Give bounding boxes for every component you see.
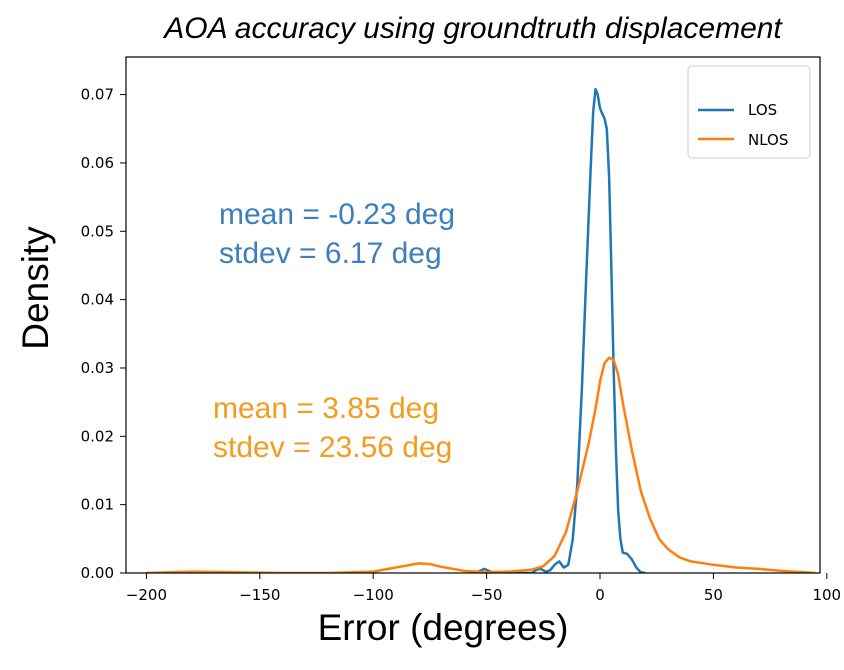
legend-label-nlos: NLOS (748, 131, 788, 149)
series-line-nlos (146, 356, 816, 573)
y-tick-label: 0.04 (81, 291, 114, 309)
series-line-los (474, 87, 646, 573)
y-tick-label: 0.05 (81, 222, 114, 240)
x-tick-label: 50 (704, 586, 723, 604)
x-tick-label: −200 (126, 586, 167, 604)
x-tick-label: −150 (239, 586, 280, 604)
legend: LOS NLOS (687, 65, 811, 159)
annotation-nlos-mean: mean = 3.85 deg (213, 392, 439, 425)
y-tick-label: 0.07 (81, 86, 114, 104)
y-axis: 0.00 0.01 0.02 0.03 0.04 0.05 0.06 0.07 (81, 86, 126, 582)
y-tick-label: 0.01 (81, 496, 114, 514)
x-axis: −200 −150 −100 −50 0 50 100 (126, 573, 841, 604)
y-tick-label: 0.03 (81, 359, 114, 377)
y-tick-label: 0.02 (81, 427, 114, 445)
chart-title: AOA accuracy using groundtruth displacem… (162, 12, 783, 45)
plot-frame (125, 56, 821, 574)
x-axis-label: Error (degrees) (318, 607, 569, 648)
stats-annotations: mean = -0.23 deg stdev = 6.17 deg mean = 3… (213, 198, 455, 464)
annotation-los-mean: mean = -0.23 deg (219, 198, 455, 231)
y-tick-label: 0.06 (81, 154, 114, 172)
x-tick-label: −100 (353, 586, 394, 604)
y-axis-label: Density (15, 226, 56, 350)
series-layer (146, 87, 816, 573)
legend-box (687, 65, 811, 159)
x-tick-label: 100 (812, 586, 841, 604)
annotation-los-stdev: stdev = 6.17 deg (219, 237, 442, 270)
x-tick-label: −50 (471, 586, 503, 604)
x-tick-label: 0 (595, 586, 605, 604)
y-tick-label: 0.00 (81, 564, 114, 582)
annotation-nlos-stdev: stdev = 23.56 deg (213, 431, 452, 464)
legend-label-los: LOS (748, 101, 777, 119)
